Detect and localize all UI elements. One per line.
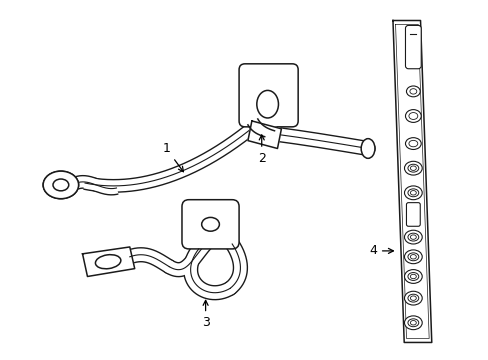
Ellipse shape xyxy=(404,250,421,264)
Ellipse shape xyxy=(407,294,418,302)
Ellipse shape xyxy=(404,186,421,200)
Ellipse shape xyxy=(409,166,415,170)
Ellipse shape xyxy=(409,190,415,195)
Polygon shape xyxy=(392,21,431,342)
Ellipse shape xyxy=(405,109,420,122)
Ellipse shape xyxy=(409,320,415,325)
Ellipse shape xyxy=(256,90,278,118)
Ellipse shape xyxy=(43,171,79,199)
Ellipse shape xyxy=(53,179,69,191)
Ellipse shape xyxy=(404,270,421,283)
FancyBboxPatch shape xyxy=(405,26,420,69)
Ellipse shape xyxy=(53,179,69,191)
Text: 1: 1 xyxy=(162,142,183,172)
Ellipse shape xyxy=(404,316,421,330)
Text: 3: 3 xyxy=(201,300,209,329)
Ellipse shape xyxy=(409,235,415,239)
FancyBboxPatch shape xyxy=(182,200,239,249)
Ellipse shape xyxy=(407,164,418,172)
Ellipse shape xyxy=(404,291,421,305)
FancyBboxPatch shape xyxy=(406,203,419,226)
Ellipse shape xyxy=(408,140,417,147)
Ellipse shape xyxy=(407,189,418,197)
Ellipse shape xyxy=(407,233,418,241)
Ellipse shape xyxy=(407,253,418,261)
Ellipse shape xyxy=(408,113,417,120)
Ellipse shape xyxy=(407,273,418,280)
Ellipse shape xyxy=(404,161,421,175)
Ellipse shape xyxy=(201,217,219,231)
Ellipse shape xyxy=(406,86,419,97)
Text: 4: 4 xyxy=(368,244,393,257)
Polygon shape xyxy=(82,247,135,276)
Text: 2: 2 xyxy=(257,135,265,165)
Ellipse shape xyxy=(409,296,415,300)
Ellipse shape xyxy=(361,139,374,158)
Ellipse shape xyxy=(43,171,79,199)
Ellipse shape xyxy=(409,89,416,94)
Polygon shape xyxy=(247,121,281,148)
FancyBboxPatch shape xyxy=(239,64,298,127)
Ellipse shape xyxy=(407,319,418,327)
Ellipse shape xyxy=(95,255,121,269)
Ellipse shape xyxy=(404,230,421,244)
Ellipse shape xyxy=(409,255,415,259)
Ellipse shape xyxy=(405,138,420,149)
Ellipse shape xyxy=(409,274,415,279)
